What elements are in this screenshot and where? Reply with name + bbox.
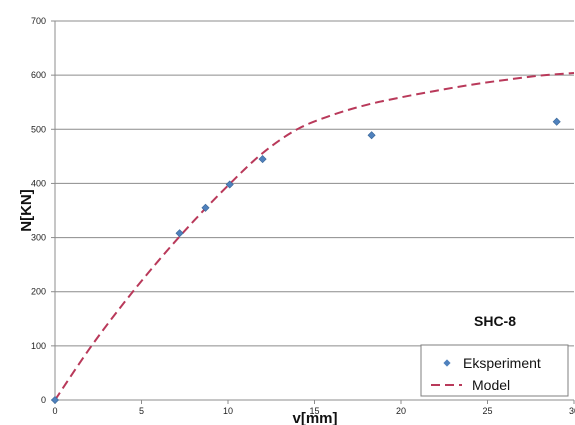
x-axis-title: v[mm]: [292, 410, 337, 425]
x-tick-label: 30: [569, 406, 575, 416]
y-axis-ticks: 0 100 200 300 400 500 600 700: [31, 16, 46, 405]
y-tick-label: 700: [31, 16, 46, 26]
y-tick-label: 300: [31, 233, 46, 243]
y-tick-label: 500: [31, 124, 46, 134]
legend-diamond-marker: [443, 359, 451, 367]
x-tick-label: 5: [139, 406, 144, 416]
legend: Eksperiment Model: [420, 344, 569, 397]
legend-label-eksperiment: Eksperiment: [463, 355, 541, 371]
data-point-eksperiment: [552, 117, 561, 126]
data-point-eksperiment: [50, 395, 60, 405]
y-tick-label: 100: [31, 341, 46, 351]
y-tick-label: 600: [31, 70, 46, 80]
y-tick-label: 0: [41, 395, 46, 405]
x-tick-label: 10: [223, 406, 233, 416]
x-tick-label: 25: [482, 406, 492, 416]
y-tick-label: 200: [31, 287, 46, 297]
data-point-eksperiment: [367, 131, 376, 140]
plot-series: [50, 71, 575, 405]
chart-annotation: SHC-8: [474, 313, 516, 329]
data-point-eksperiment: [201, 203, 210, 212]
data-point-eksperiment: [225, 180, 234, 189]
series-line-model: [54, 71, 575, 401]
gridlines: [55, 20, 574, 347]
axes: [51, 20, 575, 404]
x-tick-label: 15: [309, 406, 319, 416]
x-tick-label: 0: [52, 406, 57, 416]
legend-box: [420, 344, 569, 397]
y-axis-title: N[KN]: [18, 189, 35, 232]
x-tick-label: 20: [396, 406, 406, 416]
data-point-eksperiment: [258, 155, 267, 164]
y-tick-label: 400: [31, 178, 46, 188]
data-point-eksperiment: [175, 229, 184, 238]
legend-label-model: Model: [472, 377, 510, 393]
x-axis-ticks: 0 5 10 15 20 25 30: [52, 406, 575, 416]
